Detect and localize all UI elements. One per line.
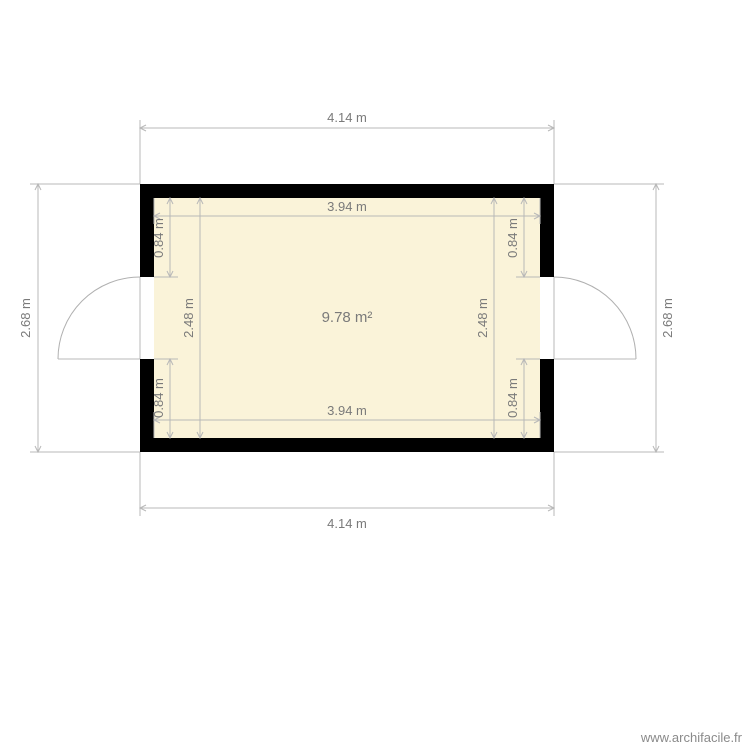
dim-outer-top-label: 4.14 m bbox=[327, 110, 367, 125]
watermark-text: www.archifacile.fr bbox=[640, 730, 743, 745]
dim-outer-bottom: 4.14 m bbox=[140, 452, 554, 531]
dim-inner-left-seg-bot-label: 0.84 m bbox=[151, 378, 166, 418]
dim-inner-right-seg-bot-label: 0.84 m bbox=[505, 378, 520, 418]
wall-bottom bbox=[140, 438, 554, 452]
dim-outer-right: 2.68 m bbox=[554, 184, 675, 452]
dim-outer-left-label: 2.68 m bbox=[18, 298, 33, 338]
dim-inner-top-label: 3.94 m bbox=[327, 199, 367, 214]
dim-outer-right-label: 2.68 m bbox=[660, 298, 675, 338]
wall-right-upper bbox=[540, 184, 554, 277]
dim-outer-top: 4.14 m bbox=[140, 110, 554, 184]
door-left-arc bbox=[58, 277, 140, 359]
dim-inner-right-full-label: 2.48 m bbox=[475, 298, 490, 338]
wall-right-lower bbox=[540, 359, 554, 452]
room-area-label: 9.78 m² bbox=[322, 309, 373, 326]
dim-inner-left-full-label: 2.48 m bbox=[181, 298, 196, 338]
door-right-arc bbox=[554, 277, 636, 359]
dim-inner-bottom-label: 3.94 m bbox=[327, 403, 367, 418]
dim-outer-left: 2.68 m bbox=[18, 184, 140, 452]
dim-inner-right-seg-top-label: 0.84 m bbox=[505, 218, 520, 258]
floor-plan-svg: 4.14 m 4.14 m 2.68 m 2.68 m 3.94 m 3.94 … bbox=[0, 0, 750, 750]
dim-outer-bottom-label: 4.14 m bbox=[327, 516, 367, 531]
wall-top bbox=[140, 184, 554, 198]
dim-inner-left-seg-top-label: 0.84 m bbox=[151, 218, 166, 258]
